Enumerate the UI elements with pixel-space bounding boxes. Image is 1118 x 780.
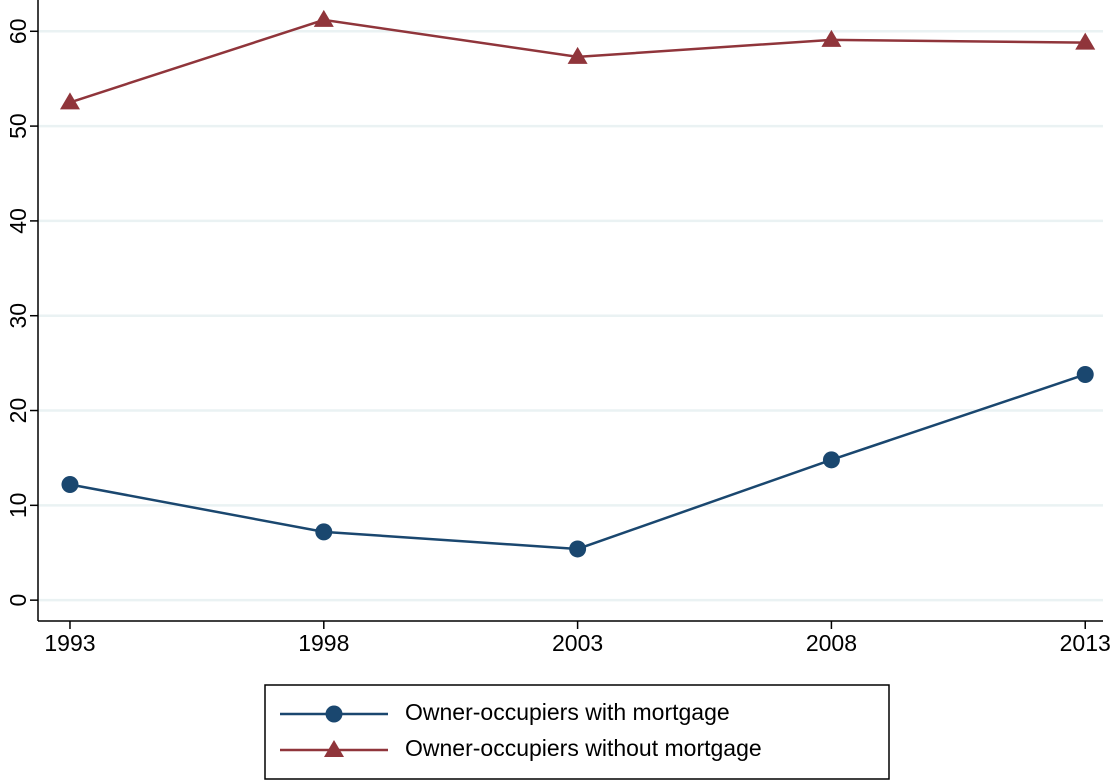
x-tick-label: 1998 <box>298 630 349 656</box>
data-point <box>569 540 587 558</box>
data-point <box>315 523 333 541</box>
data-point <box>61 475 79 493</box>
data-point <box>1076 365 1094 383</box>
legend-marker <box>324 740 344 757</box>
y-tick-label: 20 <box>5 398 31 424</box>
x-tick-label: 2003 <box>552 630 603 656</box>
legend-label: Owner-occupiers with mortgage <box>405 699 730 725</box>
data-point <box>313 9 334 27</box>
data-point <box>59 92 80 110</box>
data-point <box>567 46 588 64</box>
x-tick-label: 1993 <box>44 630 95 656</box>
legend-marker <box>325 705 343 723</box>
y-tick-label: 30 <box>5 303 31 329</box>
series-line <box>69 373 1086 551</box>
y-tick-label: 50 <box>5 113 31 139</box>
legend-box <box>264 684 890 780</box>
y-tick-label: 40 <box>5 208 31 234</box>
y-tick-label: 0 <box>5 594 31 607</box>
y-tick-label: 10 <box>5 493 31 519</box>
x-tick-label: 2008 <box>806 630 857 656</box>
y-tick-label: 60 <box>5 18 31 44</box>
data-point <box>821 29 842 47</box>
legend-label: Owner-occupiers without mortgage <box>405 735 762 761</box>
data-point <box>1075 32 1096 50</box>
data-point <box>822 451 840 469</box>
x-tick-label: 2013 <box>1060 630 1111 656</box>
